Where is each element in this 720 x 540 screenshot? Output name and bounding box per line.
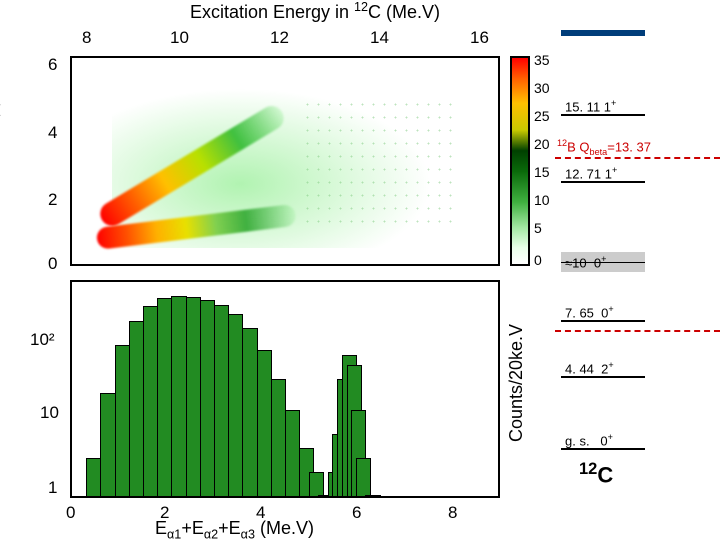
decor-bar [561, 30, 645, 36]
level-label: 4. 44 2+ [565, 360, 614, 376]
cbar-tick: 30 [534, 80, 550, 96]
level-label: 7. 65 0+ [565, 304, 614, 320]
level-line [561, 320, 645, 322]
bot-ylabel: Counts/20ke.V [506, 278, 527, 488]
hist-bar [214, 305, 229, 496]
bottom-histogram-panel [70, 280, 500, 498]
hist-bar [200, 300, 215, 496]
hist-bar [228, 314, 243, 496]
bot-xtick: 8 [448, 503, 457, 523]
bot-xtick: 0 [66, 503, 75, 523]
level-line [561, 448, 645, 450]
cbar-tick: 5 [534, 220, 542, 236]
top-ylabel: Eα1,2,3 (Me.V) [0, 0, 2, 180]
hist-bar [309, 472, 324, 496]
colorbar [510, 56, 530, 266]
nucleus-label: 12C [579, 460, 613, 488]
top-xtick: 8 [82, 28, 91, 48]
physics-figure: Excitation Energy in 12C (Me.V) 8 10 12 … [0, 0, 555, 540]
level-label: g. s. 0+ [565, 432, 613, 448]
qbeta-dash [555, 157, 720, 159]
scatter-sparse [302, 98, 452, 228]
top-xtick: 14 [370, 28, 389, 48]
cbar-tick: 10 [534, 192, 550, 208]
bot-ytick: 1 [48, 478, 57, 498]
hist-bar [257, 350, 272, 496]
hist-bar [86, 458, 101, 496]
hist-bar [129, 321, 144, 496]
hist-bar [186, 297, 201, 496]
hist-bar [143, 306, 158, 496]
level-line [561, 262, 645, 263]
level-line [561, 181, 645, 183]
hist-bar [285, 410, 300, 496]
hist-bar [157, 298, 172, 496]
cbar-tick: 15 [534, 164, 550, 180]
threshold-dash [555, 330, 720, 332]
hist-bar [365, 495, 380, 496]
hist-bar [115, 345, 130, 496]
level-scheme: 15. 11 1+ 12B Qbeta=13. 37 12. 71 1+ ≈10… [555, 0, 720, 540]
top-title: Excitation Energy in 12C (Me.V) [135, 0, 495, 23]
bot-ytick: 10 [40, 403, 59, 423]
top-scatter-panel [70, 56, 500, 266]
cbar-tick: 25 [534, 108, 550, 124]
top-ytick: 6 [48, 55, 57, 75]
hist-bar [242, 328, 257, 496]
cbar-tick: 20 [534, 136, 550, 152]
level-label: 15. 11 1+ [565, 98, 616, 114]
bot-ytick: 10² [30, 330, 55, 350]
level-line [561, 114, 645, 116]
hist-bar [356, 458, 371, 496]
level-line [561, 376, 645, 378]
top-ytick: 2 [48, 190, 57, 210]
level-label: 12. 71 1+ [565, 165, 617, 181]
top-xtick: 10 [170, 28, 189, 48]
bot-xtick: 6 [352, 503, 361, 523]
top-xtick: 12 [270, 28, 289, 48]
hist-bar [271, 379, 286, 496]
hist-bar [171, 296, 186, 496]
top-xtick: 16 [470, 28, 489, 48]
top-ytick: 0 [48, 254, 57, 274]
top-ytick: 4 [48, 123, 57, 143]
parent-label: 12B Qbeta=13. 37 [557, 138, 651, 157]
cbar-tick: 35 [534, 52, 550, 68]
bot-xlabel: Eα1+Eα2+Eα3 (Me.V) [155, 518, 314, 540]
cbar-tick: 0 [534, 252, 542, 268]
hist-bar [100, 393, 115, 496]
